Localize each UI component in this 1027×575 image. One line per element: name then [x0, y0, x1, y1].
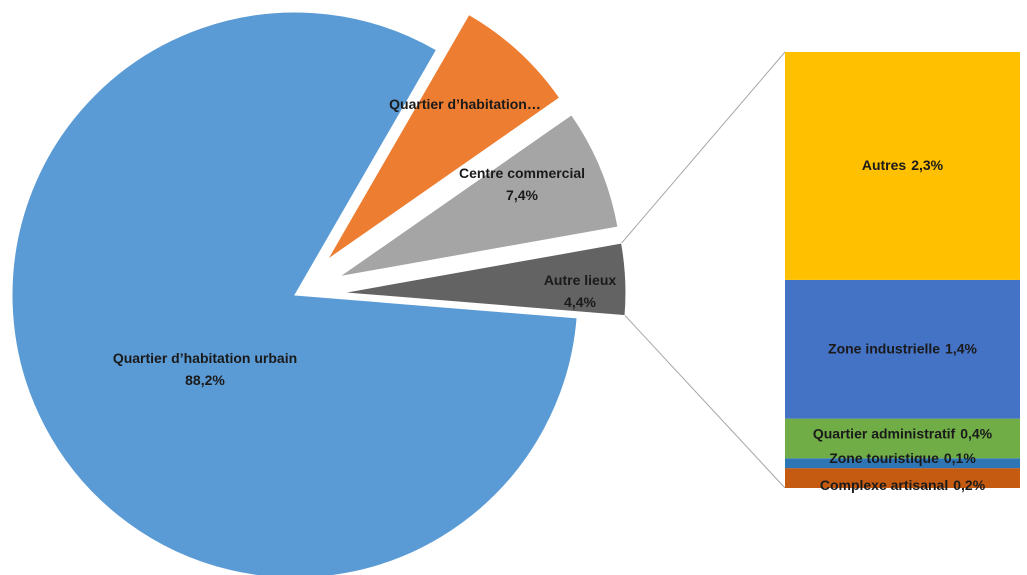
- category-name: Centre commercial: [459, 165, 585, 181]
- bar-segment: [785, 52, 1020, 280]
- bar-segment: [785, 279, 1020, 419]
- value-label: 7,4%: [506, 187, 538, 203]
- bar-label: Zone touristique 0,1%: [829, 450, 976, 466]
- slice-label: Quartier d’habitation urbain 88,2%: [113, 350, 297, 388]
- value-label: 4,4%: [564, 294, 596, 310]
- pie-slice: [342, 242, 627, 317]
- value-label: 0,4%: [960, 425, 992, 441]
- pie-slice: [11, 11, 578, 575]
- connector-line: [621, 51, 786, 244]
- value-label: 0,1%: [944, 450, 976, 466]
- bar-label: Quartier administratif 0,4%: [813, 425, 993, 441]
- category-name: Quartier d’habitation…: [389, 96, 541, 112]
- bar-segment: [785, 418, 1020, 459]
- bar-label: Zone industrielle 1,4%: [828, 340, 977, 356]
- bar-segment: [785, 458, 1020, 469]
- category-name: Zone industrielle: [828, 340, 940, 356]
- slice-label: Autre lieux 4,4%: [544, 272, 617, 310]
- category-name: Autre lieux: [544, 272, 617, 288]
- bar-label: Autres 2,3%: [862, 157, 944, 173]
- value-label: 2,3%: [911, 157, 943, 173]
- category-name: Zone touristique: [829, 450, 939, 466]
- slice-label: Centre commercial 7,4%: [459, 165, 585, 203]
- category-name: Quartier d’habitation urbain: [113, 350, 297, 366]
- connector-line: [624, 315, 786, 489]
- category-name: Complexe artisanal: [820, 477, 948, 493]
- bar-segment: [785, 468, 1020, 488]
- category-name: Autres: [862, 157, 907, 173]
- value-label: 1,4%: [945, 340, 977, 356]
- pie-slice: [327, 13, 561, 261]
- category-name: Quartier administratif: [813, 425, 956, 441]
- value-label: 0,2%: [953, 477, 985, 493]
- value-label: 88,2%: [185, 372, 225, 388]
- slice-label: Quartier d’habitation…: [389, 96, 541, 112]
- bar-label: Complexe artisanal 0,2%: [820, 477, 986, 493]
- pie-slice: [339, 114, 619, 278]
